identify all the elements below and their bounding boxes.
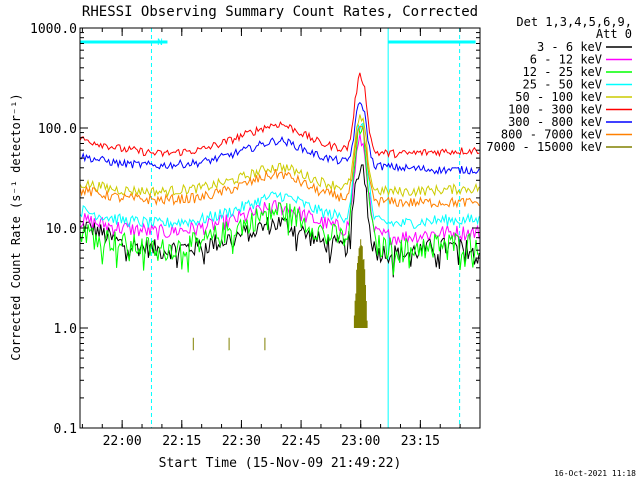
series-line-0 <box>79 164 480 278</box>
series-group <box>79 72 480 351</box>
x-tick-label-1: 22:15 <box>162 434 201 449</box>
y-tick-label-2: 10.0 <box>46 222 77 237</box>
x-axis-label: Start Time (15-Nov-09 21:49:22) <box>159 456 402 471</box>
chart-title: RHESSI Observing Summary Count Rates, Co… <box>82 4 478 20</box>
y-tick-label-1: 100.0 <box>38 122 77 137</box>
plot-frame <box>79 27 481 429</box>
series-line-3 <box>79 122 480 229</box>
legend-label-3: 25 - 50 keV <box>523 78 602 92</box>
x-tick-label-4: 23:00 <box>341 434 380 449</box>
axes: 1000.0 100.0 10.0 1.0 0.1 22:00 22:15 22:30 22:4… <box>30 22 481 449</box>
legend-label-5: 100 - 300 keV <box>508 103 602 117</box>
y-tick-label-0: 1000.0 <box>30 22 77 37</box>
legend-header-line2: Att 0 <box>596 27 632 41</box>
legend-label-6: 300 - 800 keV <box>508 115 602 129</box>
series-line-6 <box>79 101 480 175</box>
legend-label-1: 6 - 12 keV <box>530 53 602 67</box>
x-tick-label-0: 22:00 <box>103 434 142 449</box>
legend-label-7: 800 - 7000 keV <box>501 128 602 142</box>
legend-label-0: 3 - 6 keV <box>537 40 602 54</box>
x-tick-label-3: 22:45 <box>282 434 321 449</box>
series-line-4 <box>79 114 480 198</box>
legend-label-8: 7000 - 15000 keV <box>486 140 602 154</box>
series-line-8 <box>192 239 368 351</box>
footer-timestamp: 16-Oct-2021 11:18 <box>554 469 636 478</box>
y-tick-label-3: 1.0 <box>54 322 77 337</box>
series-line-5 <box>79 72 480 159</box>
legend-label-4: 50 - 100 keV <box>515 90 602 104</box>
series-line-7 <box>79 125 480 209</box>
x-tick-label-2: 22:30 <box>222 434 261 449</box>
series-line-2 <box>79 124 480 276</box>
y-tick-label-4: 0.1 <box>54 422 77 437</box>
legend-label-2: 12 - 25 keV <box>523 65 602 79</box>
legend-header-line1: Det 1,3,4,5,6,9, <box>516 15 632 29</box>
x-tick-label-5: 23:15 <box>401 434 440 449</box>
y-axis-label: Corrected Count Rate (s⁻¹ detector⁻¹) <box>9 93 23 360</box>
